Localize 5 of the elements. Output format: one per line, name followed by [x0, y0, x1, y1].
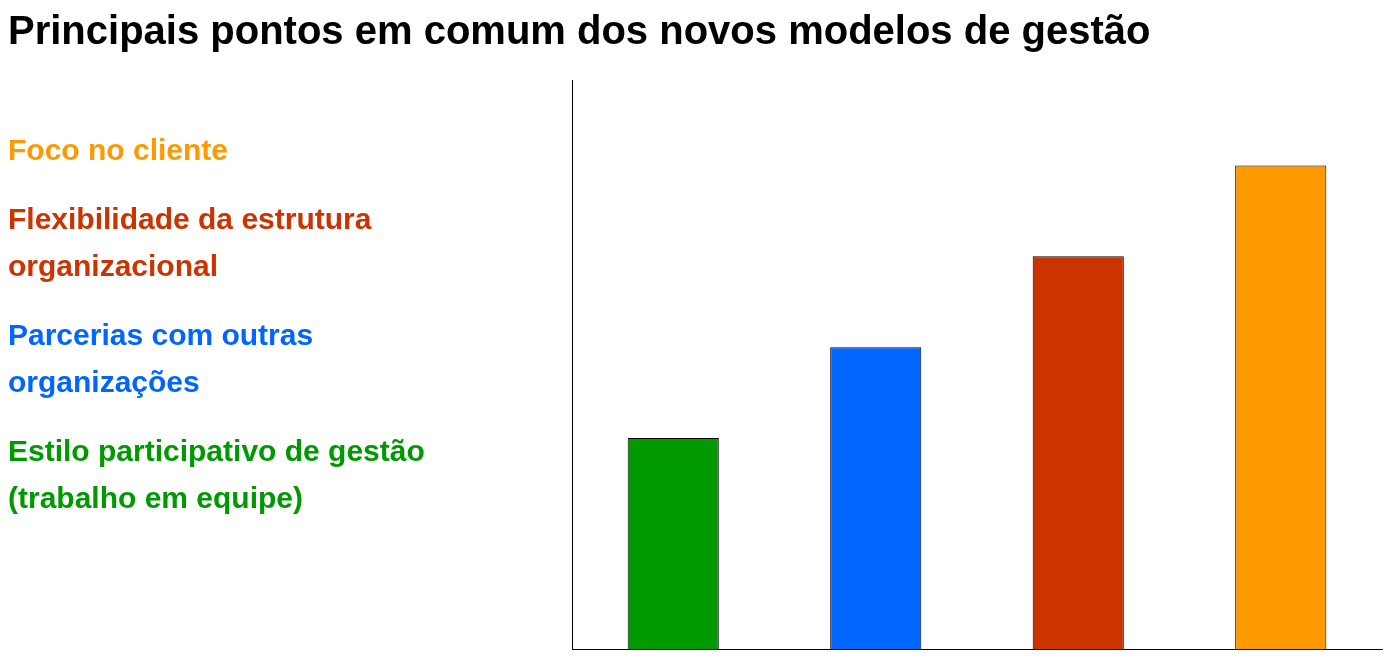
text: Flexibilidade da estrutura organizacional	[8, 201, 373, 284]
text: Foco no cliente	[8, 132, 230, 168]
text: Parcerias com outras organizações	[8, 317, 315, 400]
chart-title: Principais pontos em comum dos novos modelos de gestão	[8, 8, 1151, 53]
text: Estilo participativo de gestão (trabalho em equipe)	[8, 433, 426, 516]
